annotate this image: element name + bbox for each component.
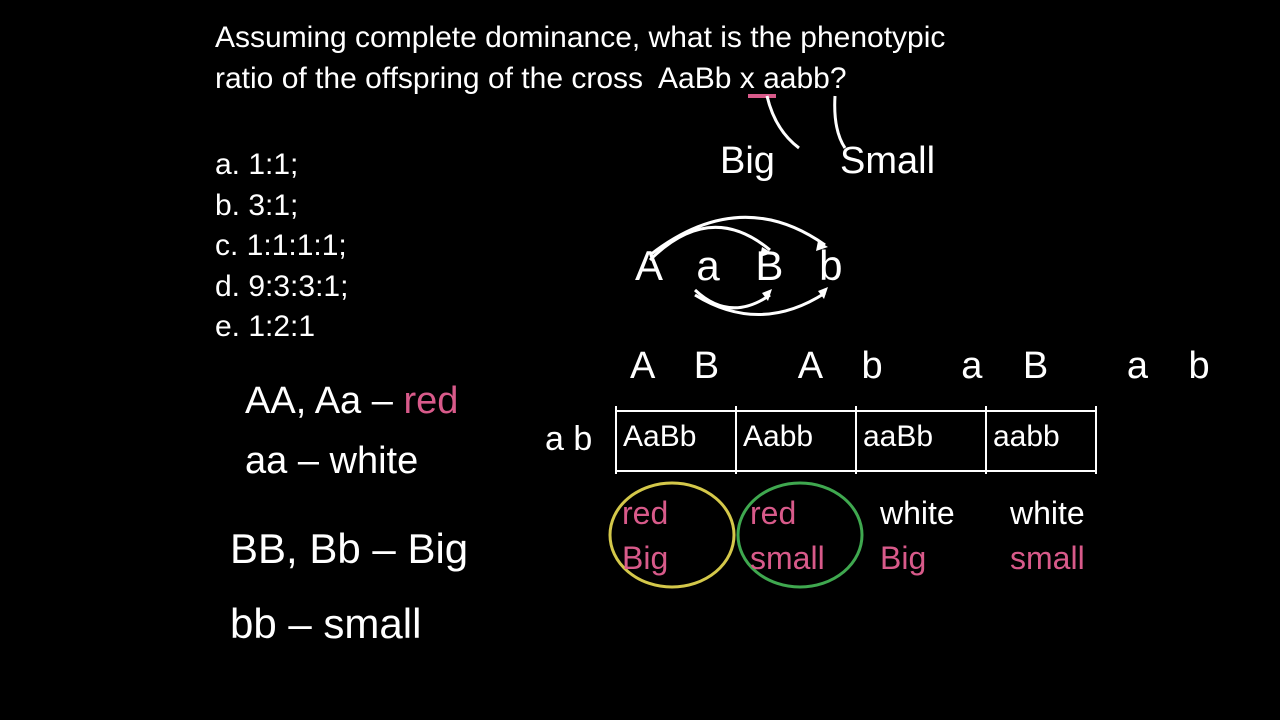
legend-row: bb – small <box>230 600 421 648</box>
phenotype-bottom: small <box>750 540 825 577</box>
stage: Assuming complete dominance, what is the… <box>0 0 1280 720</box>
legend-row: BB, Bb – Big <box>230 525 468 573</box>
phenotype-top: red <box>750 495 796 532</box>
phenotype-top: white <box>880 495 955 532</box>
phenotype-bottom: Big <box>880 540 926 577</box>
phenotype-circles <box>0 0 1280 720</box>
phenotype-top: white <box>1010 495 1085 532</box>
legend-row: aa – white <box>245 440 418 483</box>
phenotype-top: red <box>622 495 668 532</box>
phenotype-bottom: small <box>1010 540 1085 577</box>
phenotype-bottom: Big <box>622 540 668 577</box>
legend-row: AA, Aa – red <box>245 380 458 423</box>
